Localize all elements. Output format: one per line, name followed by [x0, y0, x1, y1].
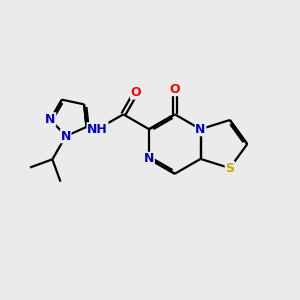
Text: N: N: [195, 123, 206, 136]
Text: N: N: [45, 113, 56, 126]
Text: S: S: [225, 162, 234, 175]
Text: N: N: [61, 130, 71, 143]
Text: O: O: [169, 82, 180, 96]
Text: N: N: [144, 152, 154, 165]
Text: O: O: [130, 86, 141, 99]
Text: NH: NH: [87, 123, 108, 136]
